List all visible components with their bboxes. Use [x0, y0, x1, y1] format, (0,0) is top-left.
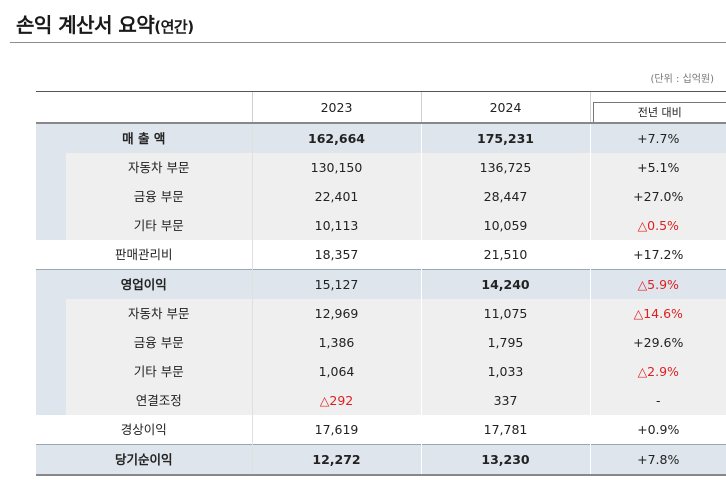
header-2023: 2023: [251, 91, 421, 124]
value-2023: 10,113: [251, 211, 421, 240]
value-2023: 1,386: [251, 328, 421, 357]
value-change: △2.9%: [589, 357, 726, 386]
value-change: +29.6%: [589, 328, 726, 357]
value-change: +7.7%: [589, 123, 726, 153]
value-2023: 15,127: [251, 269, 421, 299]
value-change: △14.6%: [589, 299, 726, 328]
row-label: 경상이익: [36, 415, 252, 445]
value-change: △5.9%: [589, 269, 726, 299]
value-2023: 12,272: [251, 444, 421, 476]
income-statement-table: 2023 2024 전년 대비 매 출 액 162,664 175,231 +7…: [36, 91, 726, 476]
value-2024: 14,240: [420, 269, 590, 299]
value-change: +0.9%: [589, 415, 726, 445]
value-2024: 13,230: [420, 444, 590, 476]
value-change: +7.8%: [589, 444, 726, 476]
value-2023: 162,664: [251, 123, 421, 153]
table-row: 기타 부문 10,113 10,059 △0.5%: [36, 211, 726, 240]
page-title: 손익 계산서 요약(연간): [16, 10, 194, 40]
header-change-label: 전년 대비: [592, 102, 726, 122]
table-row-operating-profit: 영업이익 15,127 14,240 △5.9%: [36, 269, 726, 299]
value-2024: 1,795: [420, 328, 590, 357]
row-gutter: [36, 386, 66, 415]
table-row-ordinary-profit: 경상이익 17,619 17,781 +0.9%: [36, 415, 726, 445]
value-2023: 18,357: [251, 240, 421, 270]
row-label: 기타 부문: [66, 357, 252, 386]
row-label: 금융 부문: [66, 328, 252, 357]
value-2023: 22,401: [251, 182, 421, 211]
header-change: 전년 대비: [589, 91, 726, 124]
row-gutter: [36, 182, 66, 211]
table-row: 연결조정 △292 337 -: [36, 386, 726, 415]
row-label: 자동차 부문: [66, 299, 252, 328]
row-label: 영업이익: [36, 269, 252, 299]
value-2023: △292: [251, 386, 421, 415]
row-gutter: [36, 299, 66, 328]
table-row: 금융 부문 1,386 1,795 +29.6%: [36, 328, 726, 357]
row-gutter: [36, 357, 66, 386]
table-row: 금융 부문 22,401 28,447 +27.0%: [36, 182, 726, 211]
value-2023: 1,064: [251, 357, 421, 386]
value-change: -: [589, 386, 726, 415]
value-change: +27.0%: [589, 182, 726, 211]
value-2024: 1,033: [420, 357, 590, 386]
header-blank: [36, 91, 252, 124]
unit-note: (단위 : 십억원): [650, 74, 714, 85]
row-label: 금융 부문: [66, 182, 252, 211]
title-paren: (연간): [154, 18, 194, 36]
row-label: 판매관리비: [36, 240, 252, 270]
row-gutter: [36, 153, 66, 182]
value-2024: 337: [420, 386, 590, 415]
value-2024: 11,075: [420, 299, 590, 328]
value-2024: 17,781: [420, 415, 590, 445]
row-gutter: [36, 211, 66, 240]
table-row-sga: 판매관리비 18,357 21,510 +17.2%: [36, 240, 726, 270]
title-main: 손익 계산서 요약: [16, 13, 155, 37]
row-label: 당기순이익: [36, 444, 252, 476]
value-2024: 10,059: [420, 211, 590, 240]
value-2023: 17,619: [251, 415, 421, 445]
table-row-net-income: 당기순이익 12,272 13,230 +7.8%: [36, 444, 726, 476]
row-label: 기타 부문: [66, 211, 252, 240]
value-2024: 21,510: [420, 240, 590, 270]
value-2023: 130,150: [251, 153, 421, 182]
value-change: +17.2%: [589, 240, 726, 270]
table-row: 자동차 부문 12,969 11,075 △14.6%: [36, 299, 726, 328]
row-gutter: [36, 328, 66, 357]
table-row-revenue: 매 출 액 162,664 175,231 +7.7%: [36, 123, 726, 153]
value-2024: 136,725: [420, 153, 590, 182]
row-label: 자동차 부문: [66, 153, 252, 182]
value-2024: 28,447: [420, 182, 590, 211]
header-2024: 2024: [420, 91, 590, 124]
value-2023: 12,969: [251, 299, 421, 328]
title-divider: [10, 42, 726, 43]
value-change: +5.1%: [589, 153, 726, 182]
table-header-row: 2023 2024 전년 대비: [36, 91, 726, 124]
table-row: 기타 부문 1,064 1,033 △2.9%: [36, 357, 726, 386]
table-row: 자동차 부문 130,150 136,725 +5.1%: [36, 153, 726, 182]
row-label: 매 출 액: [36, 123, 252, 153]
row-label: 연결조정: [66, 386, 252, 415]
value-change: △0.5%: [589, 211, 726, 240]
value-2024: 175,231: [420, 123, 590, 153]
